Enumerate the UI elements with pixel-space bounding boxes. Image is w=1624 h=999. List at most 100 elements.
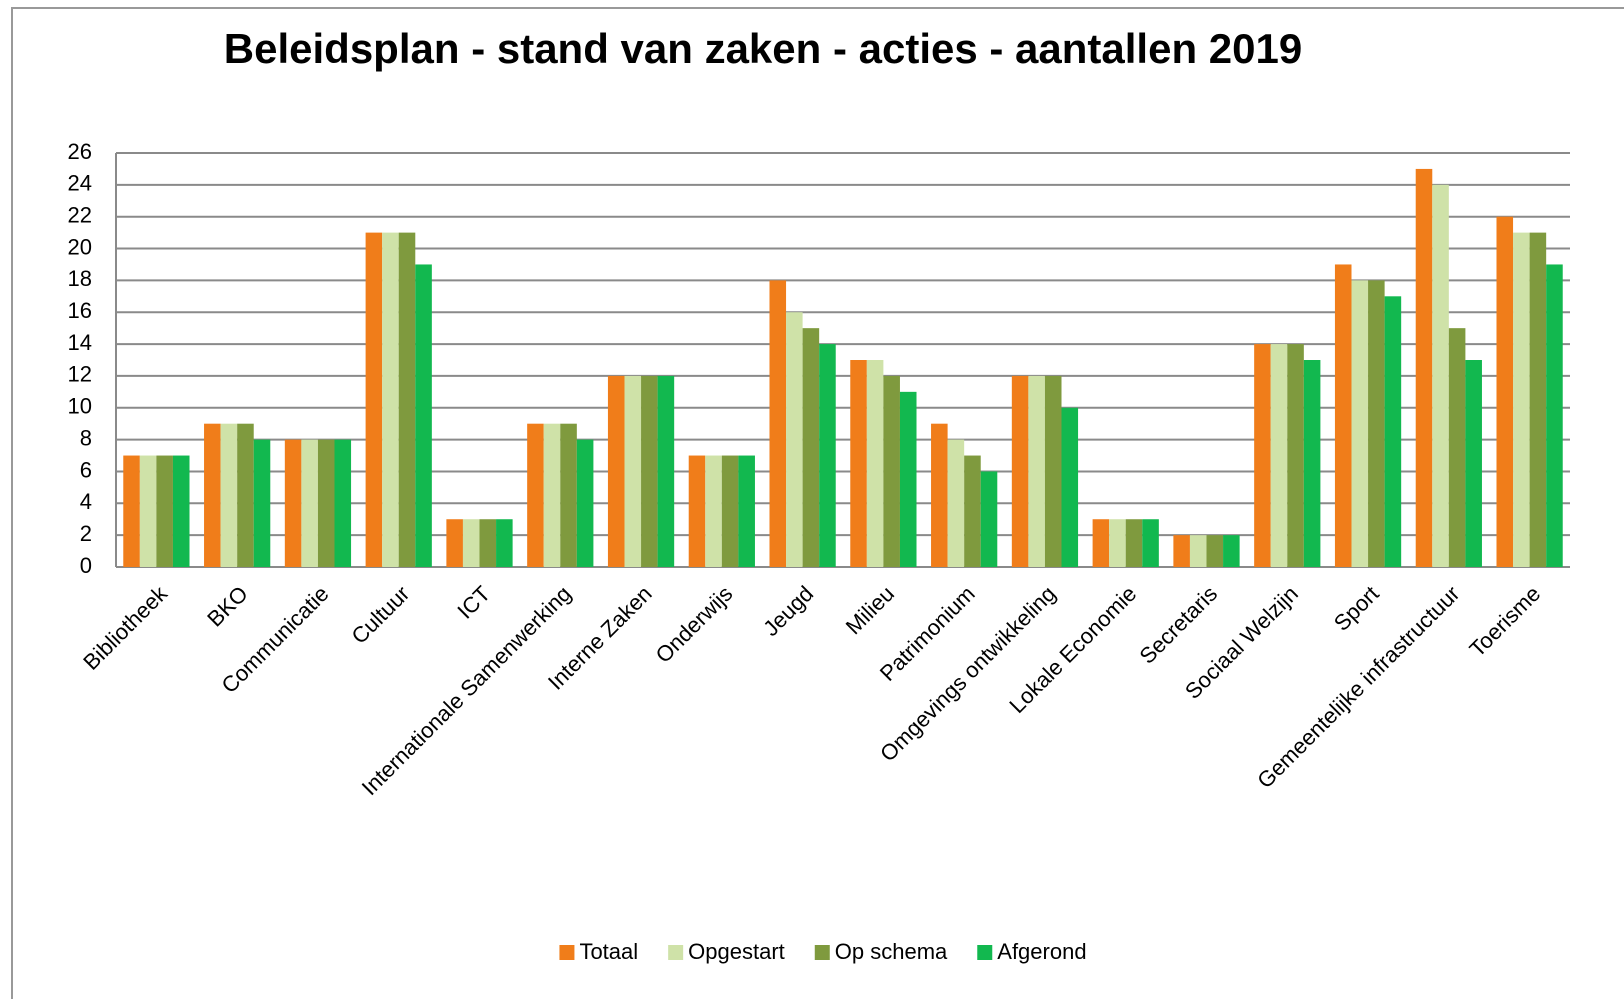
x-tick-label: Cultuur bbox=[347, 581, 415, 649]
y-tick-label: 14 bbox=[68, 330, 92, 355]
bar bbox=[688, 455, 706, 567]
chart-frame bbox=[11, 7, 1624, 999]
x-tick-label: Jeugd bbox=[758, 581, 818, 641]
legend-swatch bbox=[814, 945, 830, 960]
bar bbox=[172, 455, 190, 567]
bar bbox=[1432, 184, 1449, 567]
bar bbox=[334, 439, 352, 567]
bar bbox=[479, 519, 497, 567]
bar bbox=[1351, 280, 1369, 567]
bar bbox=[947, 439, 965, 567]
bar bbox=[721, 455, 739, 567]
bar bbox=[1044, 375, 1062, 567]
x-tick-label: BKO bbox=[202, 581, 253, 632]
bar bbox=[204, 423, 221, 567]
bar bbox=[980, 471, 998, 567]
bar bbox=[496, 519, 513, 567]
y-tick-label: 2 bbox=[80, 521, 92, 546]
bar bbox=[1061, 407, 1079, 567]
bar bbox=[866, 360, 884, 567]
bar bbox=[446, 519, 463, 567]
x-tick-label: Sport bbox=[1329, 581, 1384, 636]
bar bbox=[220, 423, 238, 567]
y-tick-label: 0 bbox=[80, 553, 92, 578]
bar bbox=[1189, 535, 1207, 567]
bar bbox=[123, 455, 140, 567]
x-tick-label: Onderwijs bbox=[651, 581, 738, 668]
legend-swatch bbox=[668, 945, 684, 960]
y-tick-label: 22 bbox=[68, 203, 92, 228]
bar bbox=[786, 312, 803, 567]
bar bbox=[899, 391, 917, 567]
bar bbox=[1513, 232, 1530, 567]
y-tick-label: 10 bbox=[68, 394, 92, 419]
bar bbox=[398, 232, 416, 567]
bar bbox=[560, 423, 577, 567]
bar bbox=[365, 232, 383, 567]
legend-label: Op schema bbox=[835, 939, 948, 964]
bar bbox=[1011, 375, 1029, 567]
bar bbox=[1303, 360, 1321, 567]
y-tick-label: 18 bbox=[68, 266, 92, 291]
bar bbox=[1109, 519, 1126, 567]
bar bbox=[1223, 535, 1240, 567]
bar bbox=[883, 375, 900, 567]
bar bbox=[156, 455, 173, 567]
bar bbox=[1206, 535, 1224, 567]
x-tick-label: Secretaris bbox=[1134, 581, 1222, 669]
legend-label: Afgerond bbox=[997, 939, 1086, 964]
bar bbox=[624, 375, 642, 567]
bar bbox=[237, 423, 254, 567]
bar bbox=[1415, 168, 1433, 567]
bar bbox=[1254, 344, 1271, 567]
legend-label: Opgestart bbox=[688, 939, 785, 964]
bar bbox=[705, 455, 722, 567]
bar bbox=[802, 328, 820, 567]
bar bbox=[657, 375, 675, 567]
bar bbox=[139, 455, 157, 567]
y-tick-label: 6 bbox=[80, 457, 92, 482]
bar bbox=[543, 423, 561, 567]
bar bbox=[462, 519, 480, 567]
bar bbox=[1173, 535, 1190, 567]
x-tick-label: ICT bbox=[452, 581, 495, 624]
bar bbox=[1287, 344, 1304, 567]
bar bbox=[1546, 264, 1563, 567]
bar bbox=[415, 264, 432, 567]
y-tick-label: 16 bbox=[68, 298, 92, 323]
bar bbox=[301, 439, 318, 567]
bar bbox=[1270, 344, 1288, 567]
bar bbox=[1368, 280, 1385, 567]
y-tick-label: 20 bbox=[68, 234, 92, 259]
y-tick-label: 24 bbox=[68, 171, 92, 196]
bar bbox=[931, 423, 948, 567]
bar bbox=[1334, 264, 1352, 567]
bar bbox=[738, 455, 755, 567]
bar bbox=[1529, 232, 1547, 567]
x-tick-label: Milieu bbox=[841, 581, 899, 639]
bar bbox=[253, 439, 271, 567]
bar bbox=[641, 375, 658, 567]
legend-swatch bbox=[559, 945, 575, 960]
bar bbox=[527, 423, 544, 567]
chart-title: Beleidsplan - stand van zaken - acties -… bbox=[224, 25, 1302, 72]
bar bbox=[1496, 216, 1514, 567]
y-tick-label: 8 bbox=[80, 425, 92, 450]
bar bbox=[769, 280, 787, 567]
bar bbox=[317, 439, 335, 567]
bar bbox=[850, 360, 867, 567]
bar bbox=[1465, 360, 1482, 567]
x-tick-label: Toerisme bbox=[1464, 581, 1545, 662]
bar bbox=[1142, 519, 1159, 567]
bar bbox=[1384, 296, 1402, 567]
bar bbox=[964, 455, 981, 567]
bar bbox=[1028, 375, 1045, 567]
legend-label: Totaal bbox=[579, 939, 638, 964]
bar bbox=[382, 232, 399, 567]
bar bbox=[1448, 328, 1466, 567]
y-tick-label: 26 bbox=[68, 139, 92, 164]
bar bbox=[607, 375, 625, 567]
y-tick-label: 4 bbox=[80, 489, 92, 514]
bar bbox=[576, 439, 594, 567]
